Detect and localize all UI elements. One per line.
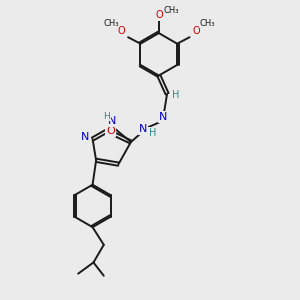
Text: O: O (106, 126, 115, 136)
Text: O: O (192, 26, 200, 36)
Text: CH₃: CH₃ (103, 19, 119, 28)
Text: N: N (108, 116, 116, 126)
Text: H: H (172, 90, 179, 100)
Text: N: N (159, 112, 168, 122)
Text: N: N (139, 124, 147, 134)
Text: O: O (155, 11, 163, 20)
Text: CH₃: CH₃ (164, 6, 179, 15)
Text: H: H (149, 128, 156, 138)
Text: N: N (81, 132, 90, 142)
Text: H: H (103, 112, 110, 121)
Text: O: O (118, 26, 125, 36)
Text: CH₃: CH₃ (200, 19, 215, 28)
